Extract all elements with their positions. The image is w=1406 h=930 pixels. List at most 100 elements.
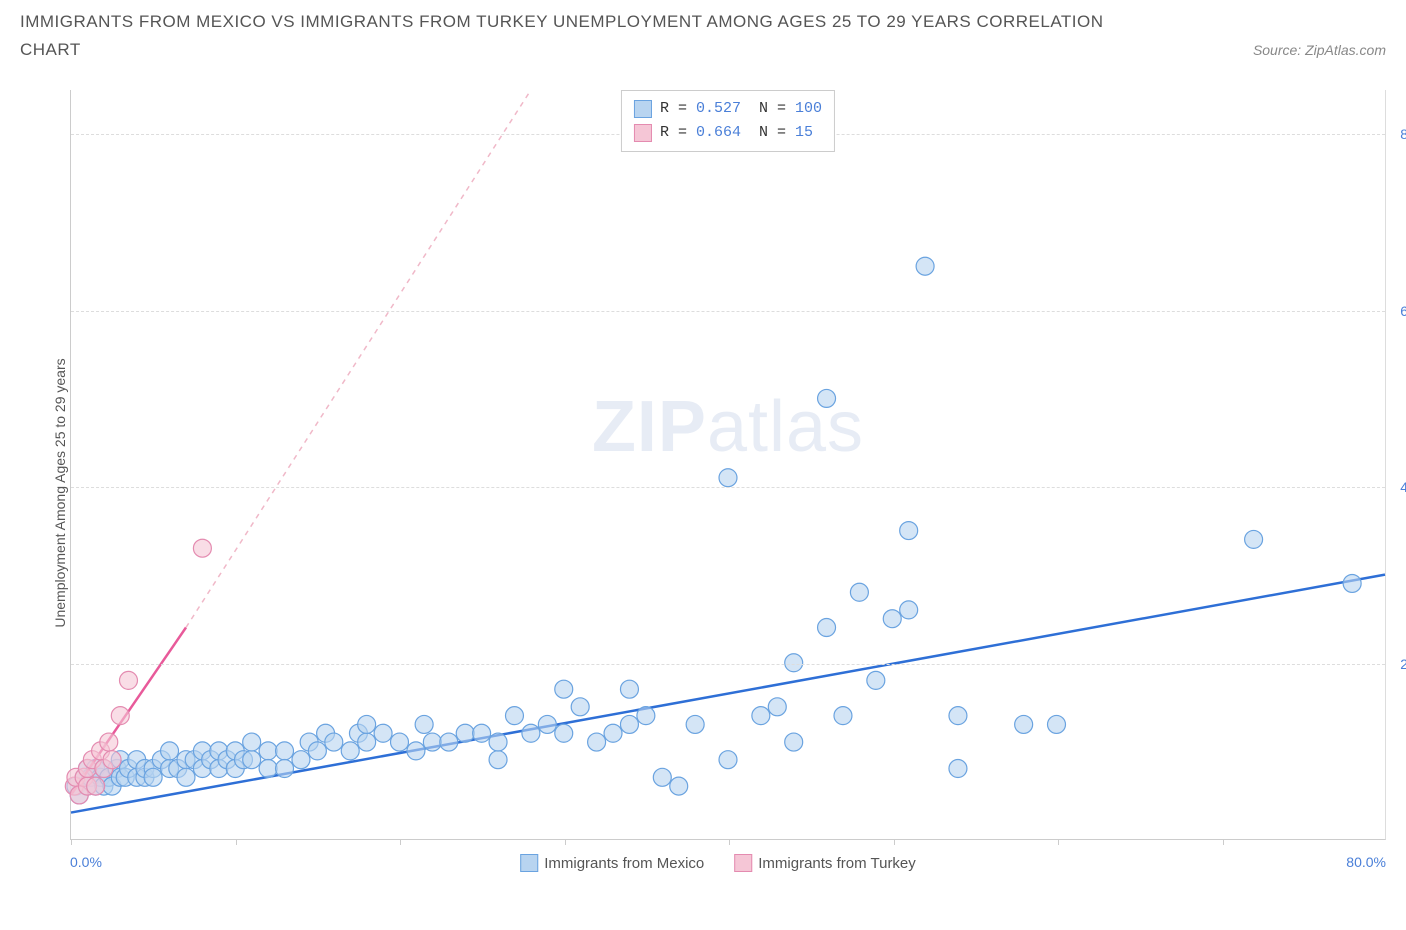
legend-swatch [634, 124, 652, 142]
data-point [818, 389, 836, 407]
data-point [768, 698, 786, 716]
source-label: Source: ZipAtlas.com [1253, 42, 1386, 58]
data-point [620, 715, 638, 733]
x-tick [894, 839, 895, 845]
data-point [620, 680, 638, 698]
data-point [276, 742, 294, 760]
plot-area: ZIPatlas R = 0.527 N = 100R = 0.664 N = … [70, 90, 1386, 840]
data-point [358, 733, 376, 751]
data-point [900, 522, 918, 540]
data-point [489, 751, 507, 769]
y-axis-label: Unemployment Among Ages 25 to 29 years [52, 358, 68, 627]
legend-item: Immigrants from Turkey [734, 854, 916, 872]
y-tick-label: 80.0% [1400, 126, 1406, 142]
data-point [325, 733, 343, 751]
data-point [850, 583, 868, 601]
data-point [144, 768, 162, 786]
legend-label: Immigrants from Turkey [758, 855, 916, 872]
data-point [538, 715, 556, 733]
chart-title-line2: CHART [20, 40, 81, 60]
data-point [653, 768, 671, 786]
data-point [1015, 715, 1033, 733]
legend-row: R = 0.664 N = 15 [634, 121, 822, 145]
data-point [489, 733, 507, 751]
stats-legend: R = 0.527 N = 100R = 0.664 N = 15 [621, 90, 835, 152]
x-tick [71, 839, 72, 845]
data-point [193, 539, 211, 557]
legend-swatch [734, 854, 752, 872]
data-point [555, 724, 573, 742]
data-point [571, 698, 589, 716]
data-point [276, 760, 294, 778]
data-point [505, 707, 523, 725]
data-point [87, 777, 105, 795]
y-tick-label: 60.0% [1400, 303, 1406, 319]
data-point [834, 707, 852, 725]
legend-row: R = 0.527 N = 100 [634, 97, 822, 121]
data-point [415, 715, 433, 733]
data-point [308, 742, 326, 760]
data-point [785, 733, 803, 751]
data-point [358, 715, 376, 733]
legend-label: Immigrants from Mexico [544, 855, 704, 872]
data-point [259, 760, 277, 778]
data-point [1048, 715, 1066, 733]
data-point [555, 680, 573, 698]
data-point [867, 671, 885, 689]
x-tick-label: 0.0% [70, 854, 102, 870]
data-point [949, 760, 967, 778]
data-point [818, 619, 836, 637]
x-tick-label: 80.0% [1346, 854, 1386, 870]
x-tick [1058, 839, 1059, 845]
data-point [900, 601, 918, 619]
data-point [440, 733, 458, 751]
data-point [1245, 530, 1263, 548]
data-point [407, 742, 425, 760]
data-point [883, 610, 901, 628]
data-point [100, 733, 118, 751]
gridline [71, 487, 1385, 488]
data-point [103, 751, 121, 769]
x-tick [236, 839, 237, 845]
x-tick [1223, 839, 1224, 845]
data-point [243, 751, 261, 769]
data-point [670, 777, 688, 795]
legend-swatch [520, 854, 538, 872]
data-point [686, 715, 704, 733]
x-tick [400, 839, 401, 845]
y-tick-label: 40.0% [1400, 479, 1406, 495]
gridline [71, 311, 1385, 312]
data-point [423, 733, 441, 751]
data-point [391, 733, 409, 751]
gridline [71, 664, 1385, 665]
data-point [120, 671, 138, 689]
data-point [292, 751, 310, 769]
data-point [259, 742, 277, 760]
data-point [719, 469, 737, 487]
data-point [752, 707, 770, 725]
data-point [473, 724, 491, 742]
data-point [111, 707, 129, 725]
data-point [916, 257, 934, 275]
chart-title-line1: IMMIGRANTS FROM MEXICO VS IMMIGRANTS FRO… [20, 12, 1386, 32]
data-point [243, 733, 261, 751]
scatter-plot-svg [71, 90, 1385, 839]
data-point [604, 724, 622, 742]
data-point [456, 724, 474, 742]
data-point [949, 707, 967, 725]
data-point [177, 768, 195, 786]
data-point [719, 751, 737, 769]
data-point [161, 742, 179, 760]
legend-swatch [634, 100, 652, 118]
data-point [588, 733, 606, 751]
series-legend: Immigrants from Mexico Immigrants from Tu… [520, 854, 916, 872]
chart-container: Unemployment Among Ages 25 to 29 years Z… [50, 90, 1386, 880]
data-point [637, 707, 655, 725]
y-tick-label: 20.0% [1400, 656, 1406, 672]
trend-line-extrapolation [186, 90, 531, 628]
data-point [522, 724, 540, 742]
x-tick [729, 839, 730, 845]
legend-item: Immigrants from Mexico [520, 854, 704, 872]
x-tick [565, 839, 566, 845]
data-point [341, 742, 359, 760]
